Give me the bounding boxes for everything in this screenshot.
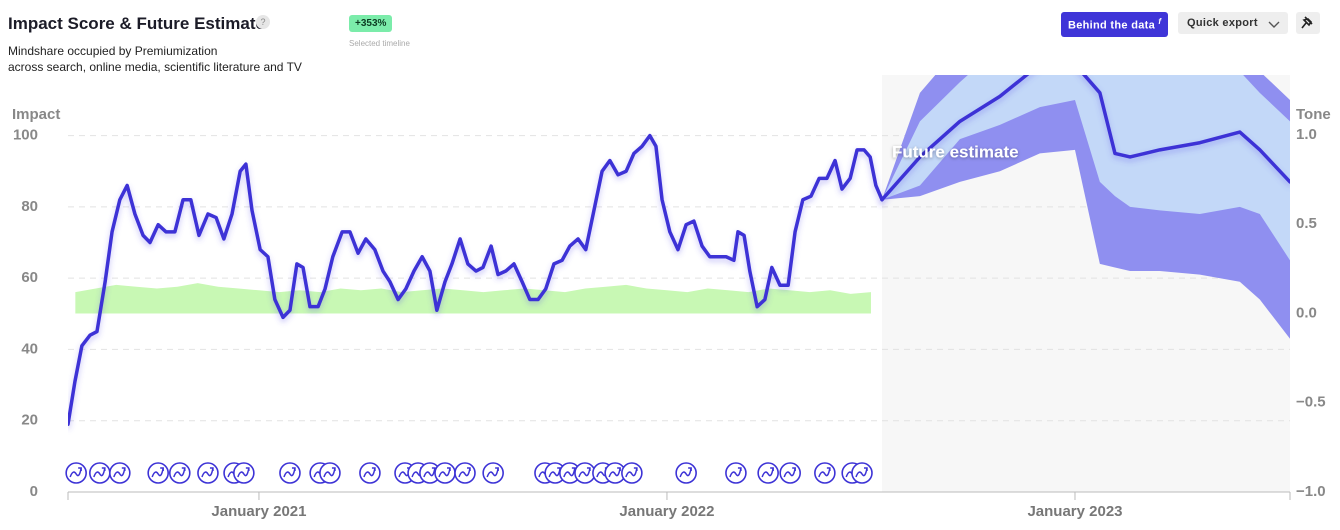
y-tick-label: 20 — [21, 412, 38, 429]
y2-tick-label: 1.0 — [1296, 126, 1317, 143]
help-icon[interactable]: ? — [256, 15, 270, 29]
y-tick-label: 40 — [21, 340, 38, 357]
impact-line — [68, 133, 884, 427]
y-tick-label: 0 — [30, 483, 38, 500]
event-icon — [323, 467, 336, 478]
y2-tick-label: 0.0 — [1296, 304, 1317, 321]
y2-axis-label: Tone — [1296, 106, 1331, 123]
subtitle: across search, online media, scientific … — [8, 60, 302, 74]
button-icon: f — [1158, 17, 1162, 26]
change-caption: Selected timeline — [349, 39, 410, 48]
subtitle: Mindshare occupied by Premiumization — [8, 44, 218, 58]
event-icon — [363, 467, 376, 478]
event-icon — [625, 467, 638, 478]
export-button[interactable]: Quick export — [1178, 12, 1288, 34]
x-tick-label: January 2023 — [1027, 503, 1122, 520]
event-icon — [283, 467, 296, 478]
event-icon — [578, 467, 591, 478]
event-icon — [679, 467, 692, 478]
event-icon — [93, 467, 106, 478]
event-icon — [486, 467, 499, 478]
pin-icon — [1301, 16, 1313, 29]
event-icon — [818, 467, 831, 478]
y2-tick-label: −0.5 — [1296, 394, 1326, 411]
y-tick-label: 60 — [21, 269, 38, 286]
chevron — [1268, 21, 1280, 28]
y-axis-label: Impact — [12, 106, 60, 123]
event-icon — [201, 467, 214, 478]
impact-line — [880, 75, 1290, 202]
annotation: Future estimate — [892, 142, 1019, 161]
x-tick-label: January 2021 — [211, 503, 306, 520]
tone-area — [75, 283, 871, 314]
event-icon — [113, 467, 126, 478]
y2-tick-label: 0.5 — [1296, 215, 1317, 232]
estimate-band — [881, 75, 1290, 261]
button-label: Quick export — [1187, 17, 1258, 29]
y-tick-label: 100 — [13, 127, 38, 144]
y-tick-label: 80 — [21, 198, 38, 215]
event-icon — [608, 467, 621, 478]
event-icon — [783, 467, 796, 478]
x-tick-label: January 2022 — [619, 503, 714, 520]
pin-button[interactable] — [1296, 12, 1320, 34]
event-icon — [458, 467, 471, 478]
button-label: Behind the data — [1068, 19, 1156, 32]
event-icon — [438, 467, 451, 478]
change-badge: +353% — [349, 15, 393, 32]
event-icon — [173, 467, 186, 478]
event-icon — [69, 467, 82, 478]
event-icon — [729, 467, 742, 478]
event-icon — [151, 467, 164, 478]
title: Impact Score & Future Estimate — [8, 14, 265, 33]
plot — [68, 75, 1290, 427]
event-icon — [761, 467, 774, 478]
event-icon — [237, 467, 250, 478]
y2-tick-label: −1.0 — [1296, 483, 1326, 500]
event-icon — [855, 467, 868, 478]
behind-data-button[interactable]: Behind the data f — [1061, 12, 1169, 37]
